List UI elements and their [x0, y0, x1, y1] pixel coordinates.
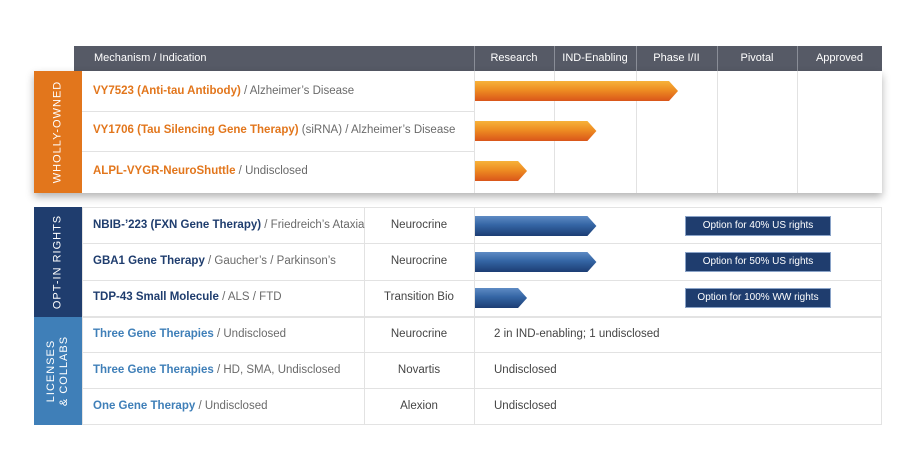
grid-line: [474, 207, 475, 425]
grid-line: [364, 207, 365, 425]
license-status: Undisclosed: [494, 400, 557, 412]
program-row-vy1706: VY1706 (Tau Silencing Gene Therapy) (siR…: [93, 124, 455, 136]
program-row-novartis-license: Three Gene Therapies / HD, SMA, Undisclo…: [93, 364, 340, 376]
progress-arrow: [475, 81, 678, 101]
progress-arrow: [475, 121, 597, 141]
grid-line: [474, 317, 475, 425]
program-name: VY7523 (Anti-tau Antibody): [93, 85, 241, 97]
row-divider: [82, 151, 474, 152]
program-row-nbib223: NBIB-’223 (FXN Gene Therapy) / Friedreic…: [93, 219, 364, 231]
header-divider: [717, 46, 718, 71]
program-name: ALPL-VYGR-NeuroShuttle: [93, 165, 236, 177]
option-badge: Option for 50% US rights: [685, 252, 831, 272]
progress-bar-vy1706: [475, 121, 597, 141]
band-licenses-line1: LICENSES: [45, 339, 57, 403]
row-divider: [82, 280, 882, 281]
band-wholly-owned: WHOLLY-OWNED: [34, 71, 82, 193]
header-divider: [474, 46, 475, 71]
program-indication: / Undisclosed: [195, 400, 268, 412]
header-stage-phase: Phase I/II: [653, 52, 700, 64]
header-divider: [797, 46, 798, 71]
band-opt-in-label: OPT-IN RIGHTS: [51, 214, 64, 310]
program-name: Three Gene Therapies: [93, 364, 214, 376]
program-name: VY1706 (Tau Silencing Gene Therapy): [93, 124, 299, 136]
progress-arrow: [475, 216, 597, 236]
grid-line: [636, 71, 637, 193]
partner-name: Neurocrine: [390, 328, 448, 340]
partner-name: Neurocrine: [390, 255, 448, 267]
progress-arrow: [475, 288, 528, 308]
option-badge: Option for 100% WW rights: [685, 288, 831, 308]
grid-line: [717, 71, 718, 193]
program-row-tdp43: TDP-43 Small Molecule / ALS / FTD: [93, 291, 282, 303]
header-mechanism: Mechanism / Indication: [94, 52, 207, 64]
program-name: Three Gene Therapies: [93, 328, 214, 340]
program-row-alexion-license: One Gene Therapy / Undisclosed: [93, 400, 268, 412]
partner-name: Transition Bio: [384, 291, 454, 303]
table-header: Mechanism / Indication Research IND-Enab…: [74, 46, 882, 71]
band-opt-in: OPT-IN RIGHTS: [34, 207, 82, 317]
program-row-vy7523: VY7523 (Anti-tau Antibody) / Alzheimer’s…: [93, 85, 354, 97]
row-divider: [82, 352, 882, 353]
partner-name: Neurocrine: [390, 219, 448, 231]
grid-line: [364, 317, 365, 425]
band-wholly-owned-label: WHOLLY-OWNED: [51, 80, 64, 184]
progress-arrow: [475, 161, 528, 181]
program-indication: / ALS / FTD: [218, 291, 282, 303]
program-indication: / Alzheimer’s Disease: [240, 85, 355, 97]
program-name: NBIB-’223 (FXN Gene Therapy): [93, 219, 262, 231]
program-row-neurocrine-license: Three Gene Therapies / Undisclosed: [93, 328, 286, 340]
program-row-gba1: GBA1 Gene Therapy / Gaucher’s / Parkinso…: [93, 255, 336, 267]
partner-name: Alexion: [400, 400, 438, 412]
progress-bar-vy7523: [475, 81, 678, 101]
progress-bar-alpl: [475, 161, 528, 181]
header-divider: [636, 46, 637, 71]
row-divider: [82, 111, 474, 112]
row-divider: [82, 388, 882, 389]
band-licenses-label: LICENSES & COLLABS: [45, 336, 71, 406]
progress-bar-nbib223: [475, 216, 597, 236]
grid-line: [797, 71, 798, 193]
wholly-owned-section: [34, 71, 882, 193]
program-indication: / HD, SMA, Undisclosed: [213, 364, 341, 376]
header-stage-research: Research: [490, 52, 538, 64]
row-divider: [82, 243, 882, 244]
progress-arrow: [475, 252, 597, 272]
header-stage-pivotal: Pivotal: [740, 52, 774, 64]
progress-bar-gba1: [475, 252, 597, 272]
program-indication: / Undisclosed: [213, 328, 287, 340]
band-licenses-line2: & COLLABS: [58, 335, 70, 407]
program-indication: / Friedreich’s Ataxia: [261, 219, 365, 231]
program-name: TDP-43 Small Molecule: [93, 291, 219, 303]
program-name: GBA1 Gene Therapy: [93, 255, 205, 267]
header-stage-approved: Approved: [815, 52, 864, 64]
license-status: Undisclosed: [494, 364, 557, 376]
grid-line: [474, 71, 475, 193]
program-row-alpl: ALPL-VYGR-NeuroShuttle / Undisclosed: [93, 165, 308, 177]
header-divider: [554, 46, 555, 71]
program-name: One Gene Therapy: [93, 400, 196, 412]
option-badge: Option for 40% US rights: [685, 216, 831, 236]
program-indication: / Gaucher’s / Parkinson’s: [204, 255, 336, 267]
header-stage-ind: IND-Enabling: [562, 52, 628, 64]
program-indication: / Undisclosed: [235, 165, 308, 177]
partner-name: Novartis: [397, 364, 441, 376]
progress-bar-tdp43: [475, 288, 528, 308]
program-indication: (siRNA) / Alzheimer’s Disease: [298, 124, 456, 136]
licenses-section: [82, 317, 882, 425]
band-licenses: LICENSES & COLLABS: [34, 317, 82, 425]
license-status: 2 in IND-enabling; 1 undisclosed: [494, 328, 660, 340]
